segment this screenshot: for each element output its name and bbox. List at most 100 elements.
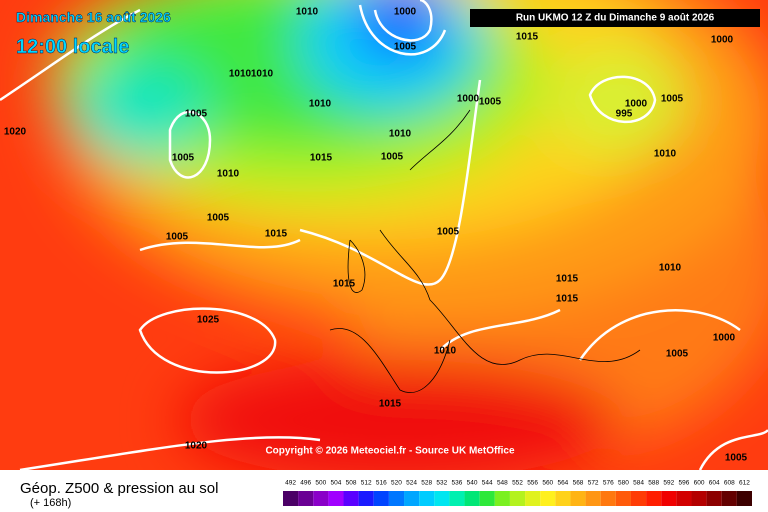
color-swatch xyxy=(570,491,586,506)
scale-label: 612 xyxy=(739,480,750,487)
scale-label: 512 xyxy=(361,480,372,487)
geopotential-field xyxy=(50,0,768,480)
color-swatch xyxy=(358,491,374,506)
scale-label: 532 xyxy=(436,480,447,487)
isobar-label: 1005 xyxy=(394,42,417,53)
scale-label: 572 xyxy=(588,480,599,487)
scale-label: 524 xyxy=(406,480,417,487)
color-swatch xyxy=(509,491,526,506)
scale-label: 544 xyxy=(482,480,493,487)
isobar-label: 1010 xyxy=(296,7,319,18)
isobar-label: 1005 xyxy=(661,94,684,105)
color-swatch xyxy=(706,491,722,506)
color-swatch xyxy=(283,491,299,506)
isobar-label: 1000 xyxy=(711,35,734,46)
isobar-label: 1015 xyxy=(379,399,402,410)
scale-label: 536 xyxy=(452,480,463,487)
color-swatch xyxy=(540,491,556,506)
scale-label: 516 xyxy=(376,480,387,487)
isobar-label: 1005 xyxy=(207,213,230,224)
scale-label: 504 xyxy=(331,480,342,487)
isobar-label: 1015 xyxy=(516,32,539,43)
isobar-label: 1005 xyxy=(166,232,189,243)
isobar-label: 1015 xyxy=(556,274,579,285)
color-swatch xyxy=(555,491,571,506)
run-info: Run UKMO 12 Z du Dimanche 9 août 2026 xyxy=(516,13,715,24)
isobar-label: 1005 xyxy=(725,453,748,464)
coastlines xyxy=(329,109,641,393)
scale-label: 540 xyxy=(467,480,478,487)
isobar-label: 1005 xyxy=(185,109,208,120)
isobar-label: 1015 xyxy=(556,294,579,305)
isobar-label: 1000 xyxy=(625,99,648,110)
scale-label: 528 xyxy=(421,480,432,487)
color-swatch xyxy=(736,491,752,506)
isobar-label: 1005 xyxy=(437,227,460,238)
isobar-label: 1015 xyxy=(310,153,333,164)
scale-label: 520 xyxy=(391,480,402,487)
color-swatch xyxy=(676,491,692,506)
isobars xyxy=(0,0,741,374)
color-swatch xyxy=(615,491,631,506)
color-swatch xyxy=(721,491,737,506)
isobar-label: 1015 xyxy=(265,229,288,240)
color-swatch xyxy=(479,491,495,506)
scale-label: 568 xyxy=(573,480,584,487)
legend-title: Géop. Z500 & pression au sol xyxy=(20,480,218,497)
isobar-label: 1025 xyxy=(197,315,220,326)
scale-label: 556 xyxy=(527,480,538,487)
isobar-label: 1010 xyxy=(251,69,274,80)
color-swatch xyxy=(434,491,450,506)
color-swatch xyxy=(449,491,465,506)
scale-label: 600 xyxy=(694,480,705,487)
isobar-label: 1010 xyxy=(654,149,677,160)
scale-label: 492 xyxy=(285,480,296,487)
color-swatch xyxy=(313,491,329,506)
color-swatch xyxy=(630,491,647,506)
isobar-label: 995 xyxy=(616,109,633,120)
scale-label: 552 xyxy=(512,480,523,487)
color-swatch xyxy=(343,491,359,506)
isobar-label: 1020 xyxy=(4,127,27,138)
color-swatch xyxy=(600,491,616,506)
scale-label: 496 xyxy=(300,480,311,487)
isobar-label: 1005 xyxy=(479,97,502,108)
color-swatch xyxy=(691,491,707,506)
scale-label: 560 xyxy=(542,480,553,487)
color-swatch xyxy=(525,491,541,506)
forecast-date: Dimanche 16 août 2026 xyxy=(16,9,171,25)
legend-subtitle: (+ 168h) xyxy=(30,497,71,509)
run-box xyxy=(470,9,760,27)
isobar-label: 1015 xyxy=(333,279,356,290)
isobar-label: 1010 xyxy=(217,169,240,180)
forecast-time: 12:00 locale xyxy=(16,36,129,58)
color-swatch xyxy=(298,491,314,506)
color-swatch xyxy=(661,491,677,506)
isobar-label: 1010 xyxy=(434,346,457,357)
scale-label: 584 xyxy=(633,480,644,487)
color-swatch xyxy=(464,491,480,506)
color-swatch xyxy=(404,491,420,506)
color-swatch xyxy=(388,491,405,506)
isobar-label: 1000 xyxy=(713,333,736,344)
color-swatch xyxy=(646,491,662,506)
isobar-label: 1010 xyxy=(659,263,682,274)
copyright: Copyright © 2026 Meteociel.fr - Source U… xyxy=(265,446,515,457)
isobar-label: 1005 xyxy=(666,349,689,360)
scale-label: 564 xyxy=(557,480,568,487)
isobar-label: 1000 xyxy=(457,94,480,105)
scale-label: 592 xyxy=(663,480,674,487)
isobar-label: 1000 xyxy=(394,7,417,18)
scale-label: 508 xyxy=(346,480,357,487)
scale-label: 608 xyxy=(724,480,735,487)
color-swatch xyxy=(328,491,344,506)
scale-label: 500 xyxy=(315,480,326,487)
scale-label: 548 xyxy=(497,480,508,487)
scale-label: 604 xyxy=(709,480,720,487)
color-swatch xyxy=(494,491,510,506)
scale-label: 576 xyxy=(603,480,614,487)
isobar-label: 1010 xyxy=(229,69,252,80)
isobar-label: 1005 xyxy=(381,152,404,163)
isobar-label: 1005 xyxy=(172,153,195,164)
scale-label: 588 xyxy=(648,480,659,487)
